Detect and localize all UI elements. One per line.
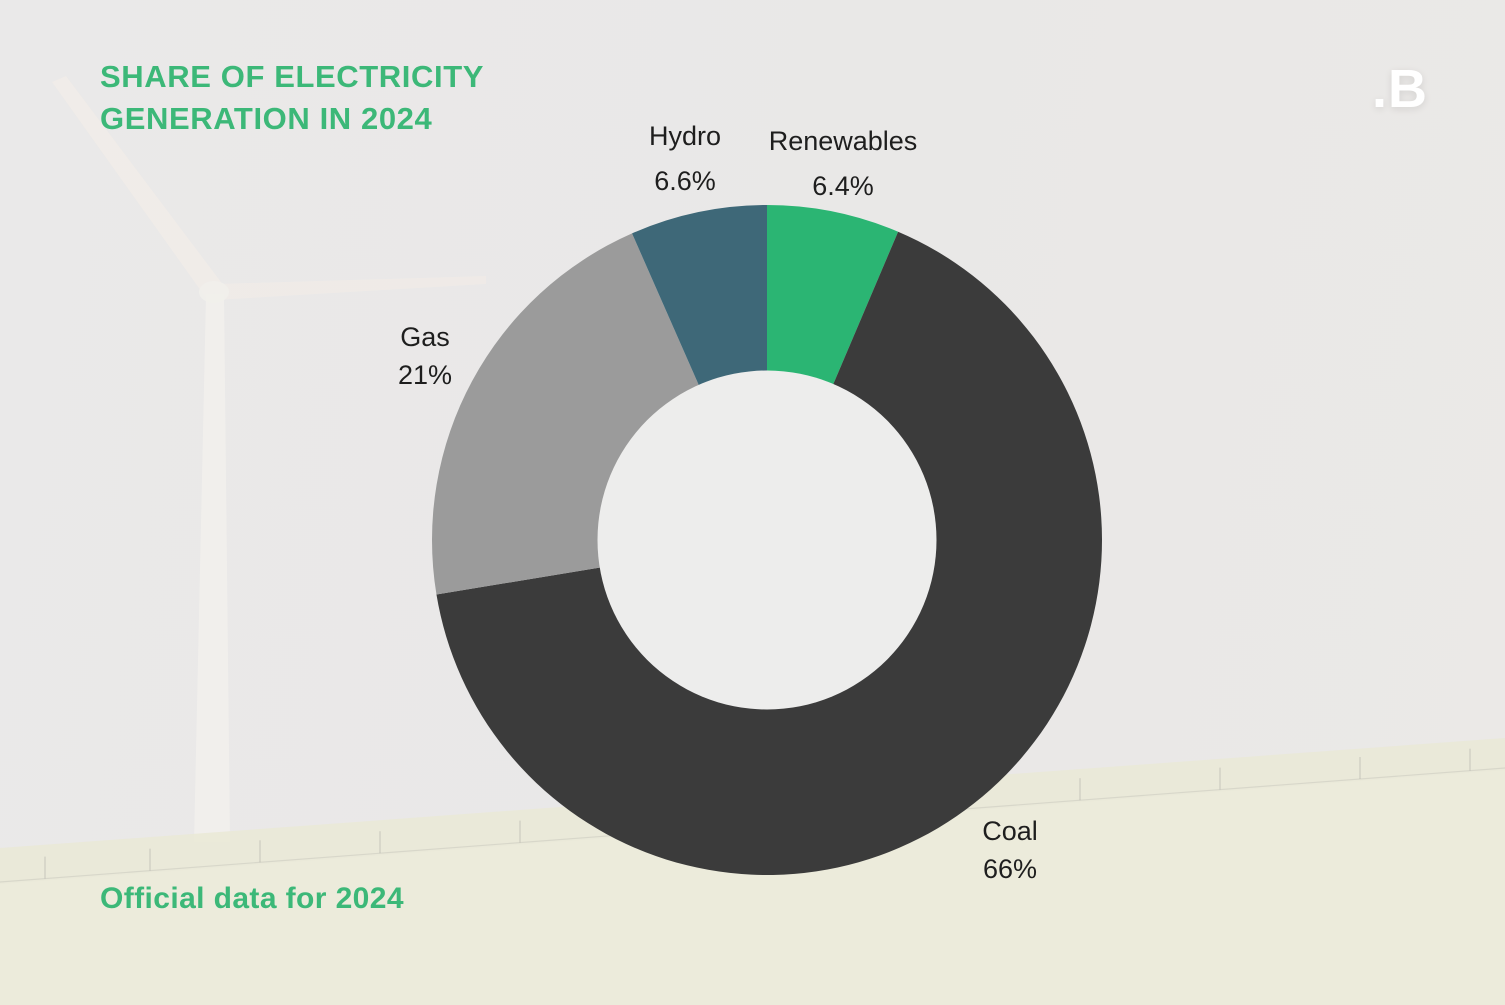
turbine-blade-right <box>214 276 486 300</box>
segment-value-hydro: 6.6% <box>654 166 716 196</box>
donut-segment-hydro <box>632 205 767 386</box>
label-hydro: Hydro 6.6% <box>565 117 805 200</box>
segment-value-coal: 66% <box>982 854 1038 884</box>
turbine-nacelle <box>199 281 229 303</box>
segment-name-hydro: Hydro <box>648 121 722 151</box>
label-renewables: Renewables 6.4% <box>713 122 973 205</box>
segment-name-gas: Gas <box>400 322 450 352</box>
page-title-line2: GENERATION IN 2024 <box>100 101 433 136</box>
donut-hole <box>597 370 937 710</box>
page-title-line1: SHARE OF ELECTRICITY <box>100 59 485 94</box>
source-note: Official data for 2024 <box>100 882 404 915</box>
donut-segment-renewables <box>767 205 899 385</box>
turbine-blade-upper <box>52 76 224 298</box>
brand-logo: .B <box>1372 59 1428 119</box>
segment-name-renewables: Renewables <box>768 126 918 156</box>
label-coal: Coal 66% <box>890 812 1130 888</box>
grass-foreground <box>0 770 1505 1005</box>
label-gas: Gas 21% <box>305 318 545 394</box>
segment-value-renewables: 6.4% <box>812 171 874 201</box>
page-title: SHARE OF ELECTRICITY GENERATION IN 2024 <box>100 56 484 140</box>
segment-value-gas: 21% <box>397 360 453 390</box>
donut-segment-gas <box>432 233 699 595</box>
donut-segment-coal <box>436 231 1102 875</box>
turbine-tower <box>194 294 230 842</box>
segment-name-coal: Coal <box>982 816 1038 846</box>
